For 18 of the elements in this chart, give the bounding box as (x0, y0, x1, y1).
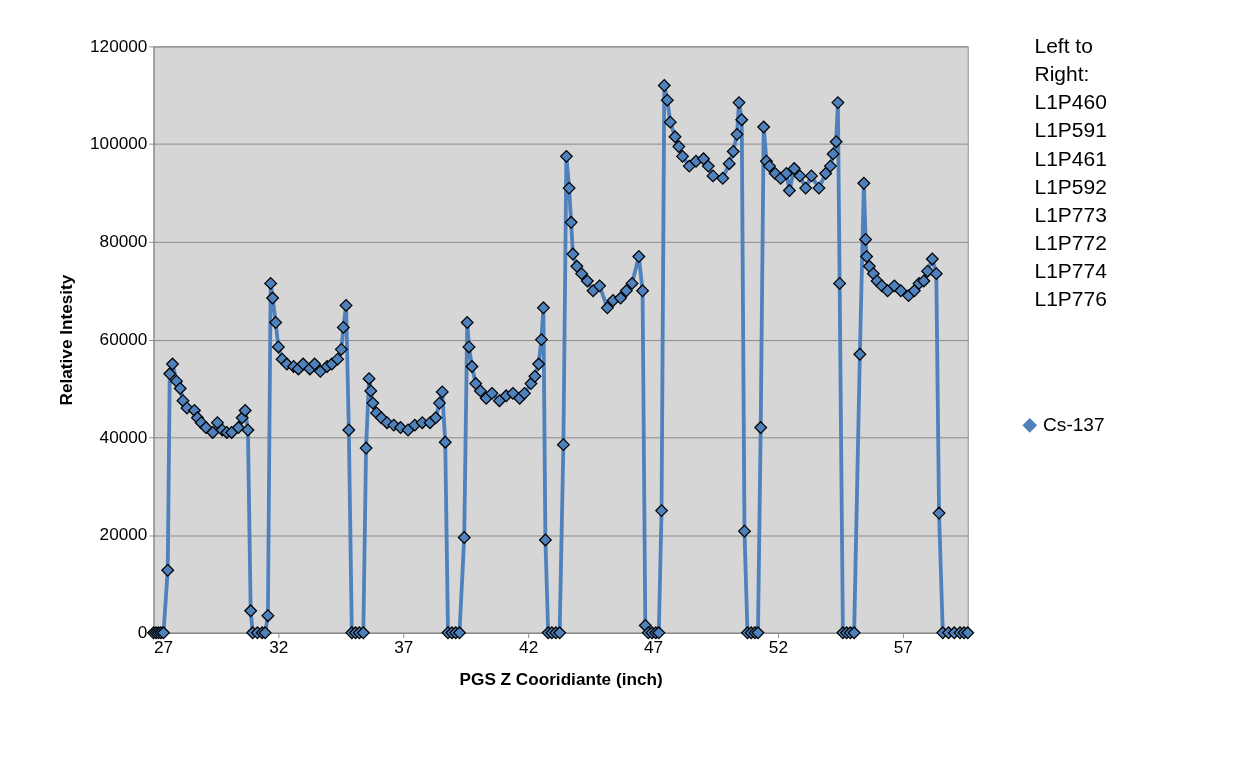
legend-label: Cs-137 (1043, 414, 1105, 436)
text: Left to Right: L1P460 L1P591 L1P461 L1P592 L1P773 L1P772 L1P774 L1P776 (1034, 34, 1107, 311)
y-tick-label: 0 (137, 622, 148, 643)
y-tick-label: 120000 (90, 35, 148, 56)
y-tick-label: 40000 (99, 426, 148, 447)
y-tick-label: 80000 (99, 231, 148, 252)
x-tick-label: 42 (519, 637, 539, 658)
y-tick-label: 20000 (99, 524, 148, 545)
y-tick-label: 100000 (90, 133, 148, 154)
x-tick-label: 57 (893, 637, 913, 658)
x-tick-label: 27 (153, 637, 174, 658)
y-axis-title: Relative Intesity (55, 274, 76, 406)
x-tick-label: 52 (768, 637, 788, 658)
x-axis-title: PGS Z Cooridiante (inch) (459, 668, 663, 689)
y-tick-label: 60000 (99, 328, 148, 349)
x-tick-label: 37 (394, 637, 414, 658)
x-tick-label: 47 (643, 637, 664, 658)
x-tick-label: 32 (269, 637, 289, 658)
